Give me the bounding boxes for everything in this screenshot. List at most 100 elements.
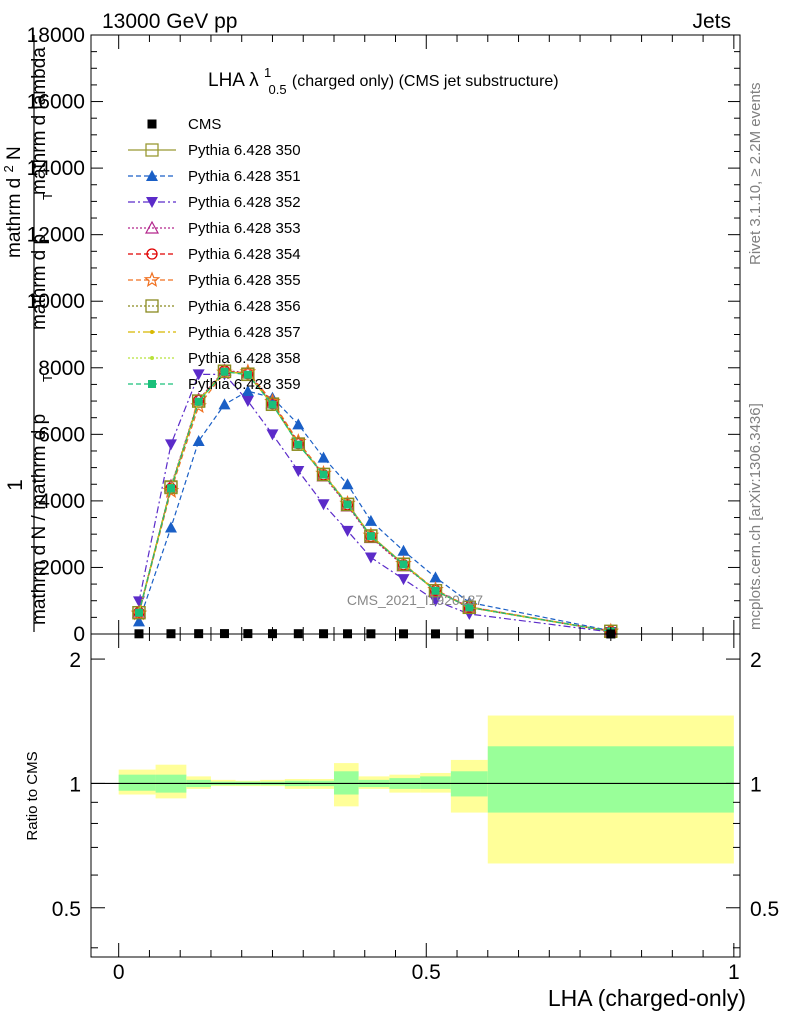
series-point (164, 439, 177, 451)
series-point (268, 400, 277, 409)
series-point (194, 397, 203, 406)
ratio-band-inner (487, 746, 734, 813)
header-process: Jets (692, 10, 731, 33)
legend-label: Pythia 6.428 357 (188, 324, 301, 341)
ratio-plot-frame (90, 633, 741, 958)
y-label-dn-sup: 2 (1, 165, 16, 172)
main-y-tick-label: 6000 (38, 423, 85, 446)
mcplots-label: mcplots.cern.ch [arXiv:1306.3436] (747, 403, 764, 630)
series-point (396, 557, 411, 572)
ratio-x-tick-label: 0.5 (412, 961, 441, 984)
legend-label: Pythia 6.428 350 (188, 142, 301, 159)
series-point (164, 480, 178, 494)
y-label-dp: mathrm d p (29, 234, 50, 330)
series-point (340, 497, 355, 512)
series-point (397, 574, 410, 586)
ratio-y-tick-label: 1 (69, 773, 81, 796)
main-y-tick-label: 18000 (27, 24, 85, 47)
legend-label: Pythia 6.428 351 (188, 168, 301, 185)
y-label-denominator: mathrm d N / mathrm d p (29, 414, 50, 625)
series-line (138, 370, 611, 632)
legend-marker (146, 248, 158, 260)
x-axis-label: LHA (charged-only) (548, 985, 746, 1011)
series-point (462, 600, 476, 615)
series-line (138, 390, 611, 632)
series-point (465, 603, 474, 612)
plot-title: LHA λ 1 0.5 (charged only) (CMS jet subs… (208, 61, 559, 99)
series-point (292, 465, 305, 477)
ratio-y-tick-label: 0.5 (52, 898, 81, 921)
y-label-dlambda: mathrm d lambda (29, 47, 50, 195)
y-label-dn-n: N (4, 146, 25, 160)
ratio-bands (118, 715, 734, 864)
y-label-dn: mathrm d 2 N (0, 146, 25, 258)
ratio-y-tick-label: 2 (69, 649, 81, 672)
series-point (319, 470, 328, 479)
series-point (341, 478, 354, 490)
legend-marker (150, 356, 154, 360)
series-point (366, 532, 375, 541)
legend-marker (145, 143, 159, 157)
series-point (429, 571, 442, 583)
legend-marker (143, 271, 161, 288)
series-point (364, 529, 378, 543)
y-label-sub-t: T (40, 374, 55, 382)
legend-label: Pythia 6.428 352 (188, 194, 301, 211)
series-point (317, 451, 330, 463)
ratio-y-axis-label: Ratio to CMS (24, 751, 41, 840)
ratio-y-tick-label-right: 1 (750, 773, 762, 796)
ratio-x-axis: 0 0.5 1 (113, 634, 740, 984)
legend-label: CMS (188, 116, 221, 133)
series-point (463, 601, 475, 614)
series-point (292, 418, 305, 430)
series-point (132, 606, 146, 620)
ratio-x-tick-label: 0 (113, 961, 125, 984)
legend-marker (146, 197, 158, 208)
main-y-tick-label: 12000 (27, 224, 85, 247)
series-point (428, 584, 443, 598)
plot-title-sup: 1 (264, 65, 271, 80)
legend-label: Pythia 6.428 356 (188, 298, 301, 315)
main-y-tick-label: 8000 (38, 357, 85, 380)
series-point (429, 584, 442, 597)
series-point (243, 370, 252, 379)
header-energy: 13000 GeV pp (102, 10, 237, 33)
series-line (138, 371, 611, 632)
series-point (397, 544, 410, 556)
series-point (341, 525, 354, 537)
series-point (134, 608, 143, 617)
series-point (397, 559, 410, 571)
series-point (316, 467, 331, 482)
main-y-axis-label: 1 mathrm d N / mathrm d p T mathrm d 2 N… (0, 35, 55, 632)
watermark-label: CMS_2021_I1920187 (347, 592, 483, 608)
series-point (429, 595, 442, 607)
main-y-tick-label: 2000 (38, 556, 85, 579)
plot-title-main: LHA λ (208, 70, 259, 91)
series-point (192, 434, 205, 446)
main-y-tick-label: 4000 (38, 490, 85, 513)
main-x-axis (118, 35, 735, 634)
series-point (190, 397, 207, 414)
legend-marker (145, 299, 159, 313)
series-point (220, 367, 229, 376)
legend-label: Pythia 6.428 353 (188, 220, 301, 237)
series-point (265, 397, 280, 411)
series-point (343, 500, 352, 509)
series-point (364, 514, 377, 526)
legend-marker (147, 119, 157, 129)
series-point (166, 484, 175, 493)
ratio-band-inner (420, 776, 451, 789)
series-point (266, 398, 279, 410)
main-y-tick-label: 0 (73, 623, 85, 646)
y-label-one: 1 (4, 479, 27, 491)
series-point (431, 586, 440, 595)
legend-label: Pythia 6.428 358 (188, 350, 301, 367)
main-y-tick-label: 16000 (27, 91, 85, 114)
ratio-panel: 0.5 0.51 12 2 0 0.5 1 Ratio to CMS LHA (charg… (24, 633, 779, 1011)
series-point (241, 396, 254, 408)
series-point (132, 615, 145, 627)
series-point (291, 437, 305, 451)
series-point (162, 482, 180, 498)
y-label-denominator-2: mathrm d p (29, 234, 50, 330)
